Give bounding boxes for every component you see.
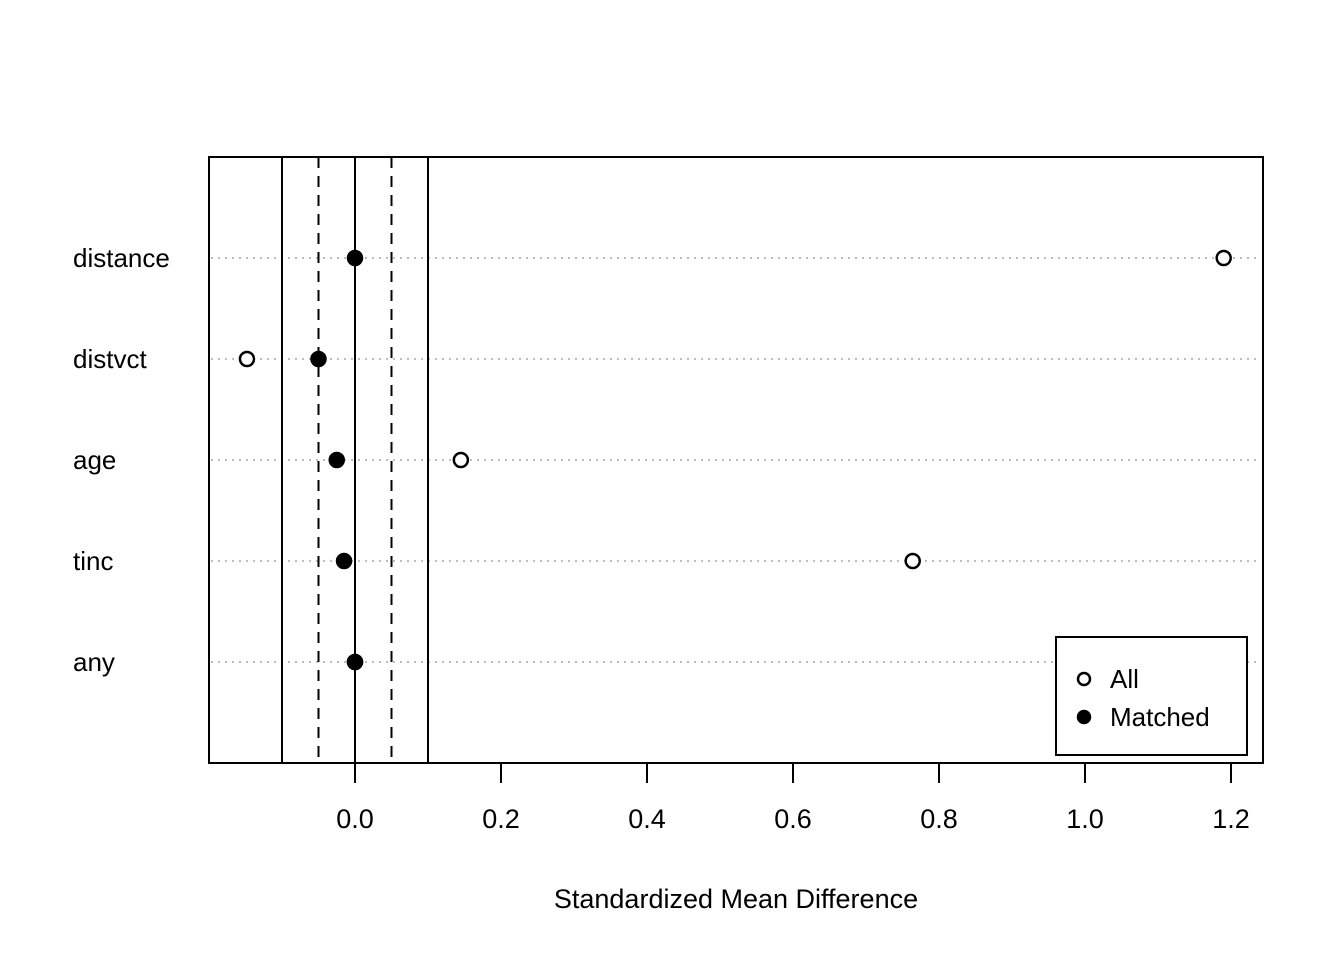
x-tick-label-0.8: 0.8 (920, 804, 958, 834)
x-tick-label-1.2: 1.2 (1212, 804, 1250, 834)
x-axis-title: Standardized Mean Difference (554, 884, 918, 914)
point-matched-any (346, 653, 364, 671)
x-tick-label-0.0: 0.0 (336, 804, 374, 834)
y-axis-label-tinc: tinc (73, 546, 113, 576)
legend-label-matched: Matched (1110, 702, 1210, 732)
legend-marker-matched (1076, 709, 1092, 725)
plot-border (208, 156, 1264, 764)
x-tick-label-0.6: 0.6 (774, 804, 812, 834)
y-axis-label-age: age (73, 445, 116, 475)
x-tick-label-0.4: 0.4 (628, 804, 666, 834)
point-all-tinc (904, 552, 921, 570)
point-matched-tinc (335, 552, 353, 570)
y-axis-label-distvct: distvct (73, 344, 147, 374)
y-axis-label-any: any (73, 647, 115, 677)
legend-label-all: All (1110, 664, 1139, 694)
point-all-distvct (238, 350, 256, 368)
point-all-age (452, 451, 470, 469)
point-matched-distance (346, 249, 364, 267)
legend (1055, 636, 1248, 756)
x-tick-label-1.0: 1.0 (1066, 804, 1104, 834)
point-matched-age (328, 451, 345, 469)
legend-marker-all (1076, 671, 1092, 687)
y-axis-label-distance: distance (73, 243, 170, 273)
point-all-distance (1215, 249, 1232, 267)
point-matched-distvct (310, 350, 327, 368)
x-tick-label-0.2: 0.2 (482, 804, 520, 834)
